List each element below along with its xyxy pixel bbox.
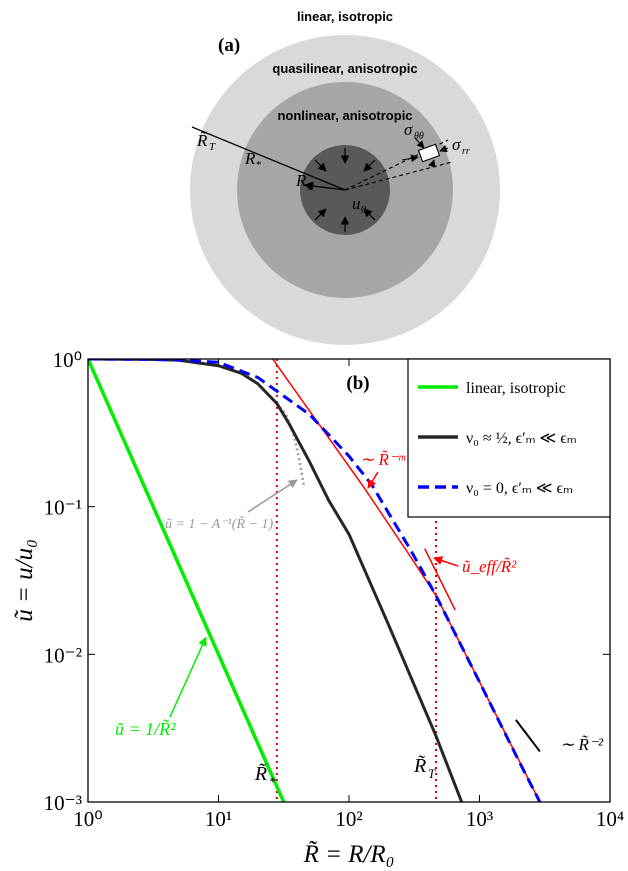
arrow <box>401 154 419 163</box>
legend-label: linear, isotropic <box>466 380 566 397</box>
dashed-ray <box>344 139 449 191</box>
series-line <box>88 359 464 802</box>
diagram: linear, isotropic quasilinear, anisotrop… <box>190 9 500 345</box>
symbol: R <box>244 149 256 168</box>
symbol-sub: θθ <box>414 131 424 142</box>
marker-label-sub: * <box>269 774 276 789</box>
radius-line <box>191 126 346 191</box>
symbol: σ <box>404 120 413 139</box>
series-line <box>88 359 542 802</box>
radius-line <box>304 181 346 191</box>
x-tick-label: 10³ <box>466 807 493 831</box>
y-tick-label: 10⁻¹ <box>44 496 82 520</box>
region-label: linear, isotropic <box>297 9 393 24</box>
marker-label-sub: T <box>428 766 436 781</box>
guide-label: ∼ R̃⁻² <box>560 735 604 754</box>
guide-line <box>515 719 541 753</box>
symbol: u <box>352 194 361 213</box>
guide-label: ∼ R̃⁻ᵐ <box>360 450 406 469</box>
series-line <box>88 359 286 802</box>
panel-label: (a) <box>218 35 240 56</box>
inward-arrows <box>314 148 376 232</box>
y-tick-label: 10⁻² <box>44 643 82 667</box>
x-tick-label: 10⁴ <box>596 807 624 831</box>
symbol-sub: 0 <box>361 204 367 216</box>
guide-arrow <box>247 479 298 513</box>
x-tick-label: 10² <box>335 807 362 831</box>
x-axis-label: R̃ = R/R₀ <box>303 841 395 868</box>
symbol-sub: 0 <box>307 181 313 193</box>
axes-frame <box>87 358 611 803</box>
element <box>417 143 441 163</box>
annotation-arrow <box>169 636 207 718</box>
symbol-sub: rr <box>462 146 470 157</box>
x-tick-label: 10¹ <box>205 807 232 831</box>
marker-label: R̃ <box>254 762 267 785</box>
guide-arrow <box>367 471 379 489</box>
annotation-label: ũ = 1/R̃² <box>115 719 176 739</box>
region-label: nonlinear, anisotropic <box>277 108 412 123</box>
marker-label: R̃ <box>413 754 426 777</box>
legend-label: ν₀ = 0, ϵ′ₘ ≪ ϵₘ <box>466 480 573 497</box>
x-tick-label: 10⁰ <box>73 807 102 831</box>
region-label: quasilinear, anisotropic <box>272 61 417 76</box>
guide-label: ũ = 1 − A⁻¹(R̃ − 1) <box>165 516 273 532</box>
symbol: R <box>295 171 307 190</box>
y-axis-label: ũ = u/u₀ <box>11 539 38 622</box>
legend-label: ν₀ ≈ ½, ϵ′ₘ ≪ ϵₘ <box>466 430 577 447</box>
arrow <box>363 159 376 172</box>
chart-title: (b) <box>346 373 369 394</box>
arrow <box>314 208 327 221</box>
guide-arrow <box>433 556 459 567</box>
y-tick-label: 10⁻³ <box>44 791 82 815</box>
arrow <box>428 159 436 168</box>
guide-line <box>272 359 541 802</box>
arrow <box>439 144 449 153</box>
arrow <box>363 208 376 221</box>
guide-label: ũ_eff/R̃² <box>462 557 517 576</box>
stress-element <box>344 137 453 191</box>
symbol: R̃ <box>196 131 208 150</box>
guide-line <box>423 548 456 611</box>
y-tick-label: 10⁰ <box>53 348 82 372</box>
arrow <box>414 137 425 149</box>
arrow <box>314 159 327 172</box>
symbol: σ <box>452 135 461 154</box>
symbol-sub: * <box>256 159 262 171</box>
guide-line <box>275 402 305 486</box>
symbol-sub: T <box>209 141 216 153</box>
